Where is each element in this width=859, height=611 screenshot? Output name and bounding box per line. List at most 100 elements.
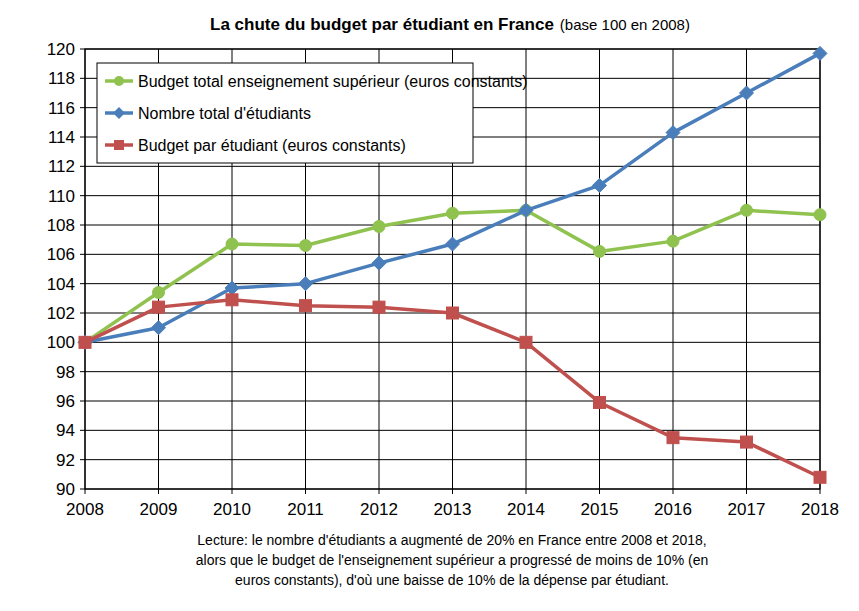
marker bbox=[153, 286, 165, 298]
x-tick bbox=[452, 489, 453, 494]
y-tick bbox=[80, 254, 85, 255]
y-tick bbox=[80, 430, 85, 431]
y-tick bbox=[80, 137, 85, 138]
title-line: La chute du budget par étudiant en Franc… bbox=[210, 15, 690, 34]
marker bbox=[373, 220, 385, 232]
x-tick bbox=[820, 489, 821, 494]
y-tick-label: 110 bbox=[48, 187, 75, 206]
marker bbox=[152, 321, 166, 335]
x-tick bbox=[232, 489, 233, 494]
series-line bbox=[85, 210, 820, 342]
y-tick-label: 100 bbox=[47, 333, 75, 352]
y-tick bbox=[80, 313, 85, 314]
marker bbox=[79, 336, 91, 348]
y-tick bbox=[80, 489, 85, 490]
marker bbox=[226, 238, 238, 250]
marker bbox=[594, 396, 606, 408]
marker bbox=[299, 277, 313, 291]
x-tick-label: 2012 bbox=[360, 500, 398, 519]
y-tick-label: 102 bbox=[47, 304, 75, 323]
x-grid-line bbox=[746, 49, 747, 489]
y-tick-label: 96 bbox=[56, 392, 75, 411]
y-tick-label: 118 bbox=[48, 69, 75, 88]
y-tick bbox=[80, 195, 85, 196]
series bbox=[79, 294, 826, 483]
marker bbox=[372, 256, 386, 270]
marker bbox=[667, 235, 679, 247]
marker bbox=[519, 203, 533, 217]
note-line: Lecture: le nombre d'étudiants a augment… bbox=[197, 532, 706, 548]
y-tick-label: 104 bbox=[47, 275, 75, 294]
y-tick-label: 90 bbox=[56, 480, 75, 499]
y-tick-label: 112 bbox=[48, 157, 75, 176]
marker bbox=[594, 245, 606, 257]
y-tick bbox=[80, 371, 85, 372]
grid bbox=[80, 49, 820, 494]
y-tick-label: 98 bbox=[56, 363, 75, 382]
y-tick bbox=[80, 225, 85, 226]
plot-area bbox=[78, 46, 827, 483]
y-tick bbox=[80, 459, 85, 460]
title: La chute du budget par étudiant en Franc… bbox=[210, 15, 554, 34]
marker bbox=[741, 204, 753, 216]
y-tick-label: 120 bbox=[47, 40, 75, 59]
marker bbox=[520, 204, 532, 216]
series bbox=[79, 204, 826, 348]
marker bbox=[741, 436, 753, 448]
marker bbox=[593, 178, 607, 192]
x-tick-label: 2010 bbox=[213, 500, 251, 519]
x-tick bbox=[305, 489, 306, 494]
y-tick bbox=[80, 49, 85, 50]
marker bbox=[79, 336, 91, 348]
marker bbox=[814, 471, 826, 483]
x-grid-line bbox=[599, 49, 600, 489]
legend-marker bbox=[114, 76, 124, 86]
subtitle: (base 100 en 2008) bbox=[560, 16, 690, 33]
marker bbox=[520, 336, 532, 348]
y-tick-label: 108 bbox=[47, 216, 75, 235]
chart: La chute du budget par étudiant en Franc… bbox=[0, 0, 859, 611]
x-tick-label: 2017 bbox=[728, 500, 766, 519]
x-tick-label: 2013 bbox=[434, 500, 472, 519]
legend: Budget total enseignement supérieur (eur… bbox=[97, 63, 528, 163]
y-tick bbox=[80, 401, 85, 402]
x-grid-line bbox=[526, 49, 527, 489]
x-tick bbox=[746, 489, 747, 494]
legend-label: Budget par étudiant (euros constants) bbox=[138, 137, 406, 154]
x-tick bbox=[673, 489, 674, 494]
legend-label: Nombre total d'étudiants bbox=[138, 105, 311, 122]
marker bbox=[740, 86, 754, 100]
x-tick-label: 2014 bbox=[507, 500, 545, 519]
marker bbox=[153, 301, 165, 313]
marker bbox=[300, 300, 312, 312]
x-tick-label: 2008 bbox=[66, 500, 104, 519]
legend-label: Budget total enseignement supérieur (eur… bbox=[138, 73, 528, 90]
marker bbox=[225, 281, 239, 295]
y-tick bbox=[80, 166, 85, 167]
x-tick bbox=[599, 489, 600, 494]
series-line bbox=[85, 53, 820, 342]
note-line: alors que le budget de l'enseignement su… bbox=[196, 552, 708, 568]
legend-marker bbox=[114, 140, 124, 150]
y-tick-label: 116 bbox=[48, 99, 75, 118]
marker bbox=[78, 335, 92, 349]
marker bbox=[447, 307, 459, 319]
y-tick bbox=[80, 283, 85, 284]
x-grid-line bbox=[673, 49, 674, 489]
x-tick bbox=[85, 489, 86, 494]
marker bbox=[447, 207, 459, 219]
y-tick bbox=[80, 107, 85, 108]
marker bbox=[814, 209, 826, 221]
x-tick bbox=[526, 489, 527, 494]
y-tick bbox=[80, 78, 85, 79]
note-line: euros constants), d'où une baisse de 10%… bbox=[235, 572, 669, 588]
x-tick-label: 2016 bbox=[654, 500, 692, 519]
marker bbox=[373, 301, 385, 313]
x-tick-label: 2015 bbox=[581, 500, 619, 519]
marker bbox=[813, 46, 827, 60]
x-tick-label: 2011 bbox=[287, 500, 324, 519]
y-tick-label: 114 bbox=[48, 128, 75, 147]
x-tick-label: 2009 bbox=[140, 500, 178, 519]
marker bbox=[446, 237, 460, 251]
marker bbox=[666, 126, 680, 140]
